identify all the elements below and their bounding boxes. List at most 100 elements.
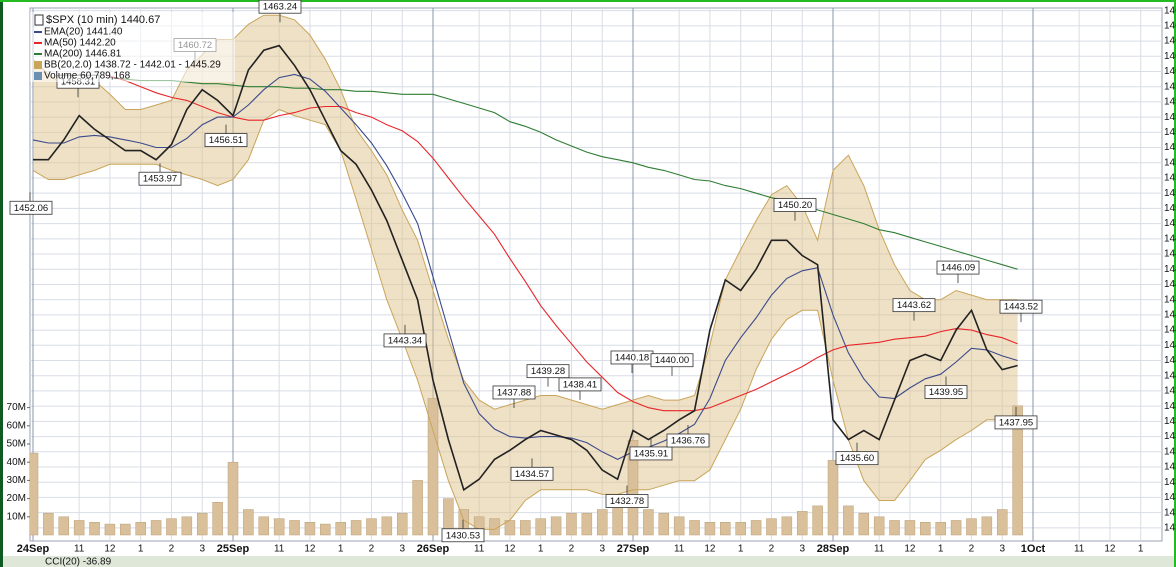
plot-frame xyxy=(29,7,1163,542)
annotation-box xyxy=(936,260,980,275)
volume-bar xyxy=(181,516,193,536)
annotation-label: 1437.95 xyxy=(999,417,1033,428)
volume-bar xyxy=(966,518,977,536)
annotation-label: 1437.88 xyxy=(497,387,531,398)
volume-bar xyxy=(889,520,900,536)
y-tick-label: 1444 xyxy=(1164,310,1176,321)
volume-bar xyxy=(366,518,377,536)
annotation-label: 1434.57 xyxy=(515,469,549,480)
volume-bar xyxy=(427,398,439,536)
y-tick-label: 1464 xyxy=(1164,5,1176,16)
y-tick-label: 1440 xyxy=(1164,370,1176,381)
volume-bar xyxy=(381,516,393,536)
x-tick-label: 12 xyxy=(704,544,716,555)
price-line xyxy=(33,44,1018,492)
legend-label: BB(20,2.0) 1438.72 - 1442.01 - 1445.29 xyxy=(44,60,221,71)
y-tick-label: 1459 xyxy=(1164,81,1176,92)
y-tick-label: 1456 xyxy=(1164,127,1176,138)
y-tick-label: 1439 xyxy=(1164,386,1176,397)
x-tick-label: 11 xyxy=(74,544,85,555)
volume-bar xyxy=(212,501,223,536)
plot-layer xyxy=(30,14,1023,536)
annotation-label: 1430.53 xyxy=(446,530,480,541)
volume-bar xyxy=(273,518,285,536)
x-tick-label: 1 xyxy=(538,544,544,555)
annotation-box xyxy=(526,364,570,379)
axes-layer: 1430 1431 1432 1433 1434 1435 1436 1437 1438 1439… xyxy=(7,5,1176,555)
annotation-box xyxy=(492,385,536,400)
x-tick-label: 3 xyxy=(799,544,805,555)
x-tick-label: 11 xyxy=(474,544,485,555)
y-tick-label: 1457 xyxy=(1164,112,1176,123)
y-tick-label: 1462 xyxy=(1164,36,1176,47)
y-tick-label: 1435 xyxy=(1164,446,1176,457)
legend: $SPX (10 min) 1440.67 EMA(20) 1441.40MA(… xyxy=(30,12,235,82)
volume-bar xyxy=(981,516,993,536)
volume-bar xyxy=(304,522,316,536)
lower-panel-title: CCI(20) -36.89 xyxy=(45,557,112,567)
y-tick-label: 1432 xyxy=(1164,492,1176,503)
annotation-box xyxy=(510,466,554,481)
volume-bar xyxy=(812,505,823,536)
y-tick-label: 1445 xyxy=(1164,294,1176,305)
annotation-box xyxy=(204,133,248,147)
x-tick-label: 1 xyxy=(738,544,744,555)
annotation-label: 1440.18 xyxy=(615,352,649,363)
y-tick-label: 1433 xyxy=(1164,477,1176,488)
x-tick-label: 2 xyxy=(969,544,975,555)
annotation-layer: 1452.061458.311460.721453.971456.511463.… xyxy=(9,0,1043,543)
x-tick-label: 12 xyxy=(504,544,516,555)
legend-label: EMA(20) 1441.40 xyxy=(44,27,123,38)
annotation-label: 1452.06 xyxy=(14,203,48,214)
annotation-label: 1435.91 xyxy=(634,448,668,459)
x-tick-label: 2 xyxy=(169,544,175,555)
y2-tick-label: 50M xyxy=(7,439,26,450)
annotation-box xyxy=(666,433,710,448)
y2-tick-label: 20M xyxy=(7,493,26,504)
volume-bar xyxy=(996,509,1008,536)
legend-swatch xyxy=(34,72,42,80)
x-tick-label: 1 xyxy=(338,544,344,555)
x-tick-label: 12 xyxy=(1104,544,1116,555)
y-tick-label: 1442 xyxy=(1164,340,1176,351)
x-tick-label: 11 xyxy=(674,544,685,555)
y-tick-label: 1430 xyxy=(1164,522,1176,533)
annotation-box xyxy=(258,0,302,14)
volume-bar xyxy=(89,522,100,536)
x-tick-label: 27Sep xyxy=(617,543,650,555)
annotation-box xyxy=(605,494,649,508)
annotation-box xyxy=(558,377,602,392)
volume-bar xyxy=(689,520,700,536)
volume-bar xyxy=(766,518,777,536)
volume-bar xyxy=(750,520,762,536)
annotation-label: 1443.34 xyxy=(388,335,422,346)
legend-background xyxy=(30,12,235,82)
volume-bar xyxy=(520,520,531,536)
y-tick-label: 1448 xyxy=(1164,249,1176,260)
volume-bar xyxy=(720,522,731,536)
annotation-label: 1439.95 xyxy=(929,387,963,398)
volume-bar xyxy=(566,512,577,536)
y-tick-label: 1463 xyxy=(1164,20,1176,31)
x-tick-label: 2 xyxy=(569,544,575,555)
volume-bar xyxy=(104,523,116,536)
y-tick-label: 1437 xyxy=(1164,416,1176,427)
chart-title: $SPX (10 min) 1440.67 xyxy=(46,14,160,26)
annotation-box xyxy=(650,353,694,368)
legend-label: MA(50) 1442.20 xyxy=(44,38,116,49)
y2-tick-label: 30M xyxy=(7,475,26,486)
y-tick-label: 1451 xyxy=(1164,203,1176,214)
y2-tick-label: 10M xyxy=(7,511,26,522)
volume-bar xyxy=(735,522,746,536)
x-tick-label: 3 xyxy=(199,544,205,555)
annotation-label: 1443.62 xyxy=(897,300,931,311)
volume-bar xyxy=(658,512,670,536)
annotation-box xyxy=(924,385,968,399)
volume-bar xyxy=(320,523,331,536)
volume-bar xyxy=(643,509,654,536)
y-tick-label: 1434 xyxy=(1164,462,1176,473)
y-tick-label: 1446 xyxy=(1164,279,1176,290)
y-tick-label: 1454 xyxy=(1164,157,1176,168)
annotation-box xyxy=(892,298,936,313)
